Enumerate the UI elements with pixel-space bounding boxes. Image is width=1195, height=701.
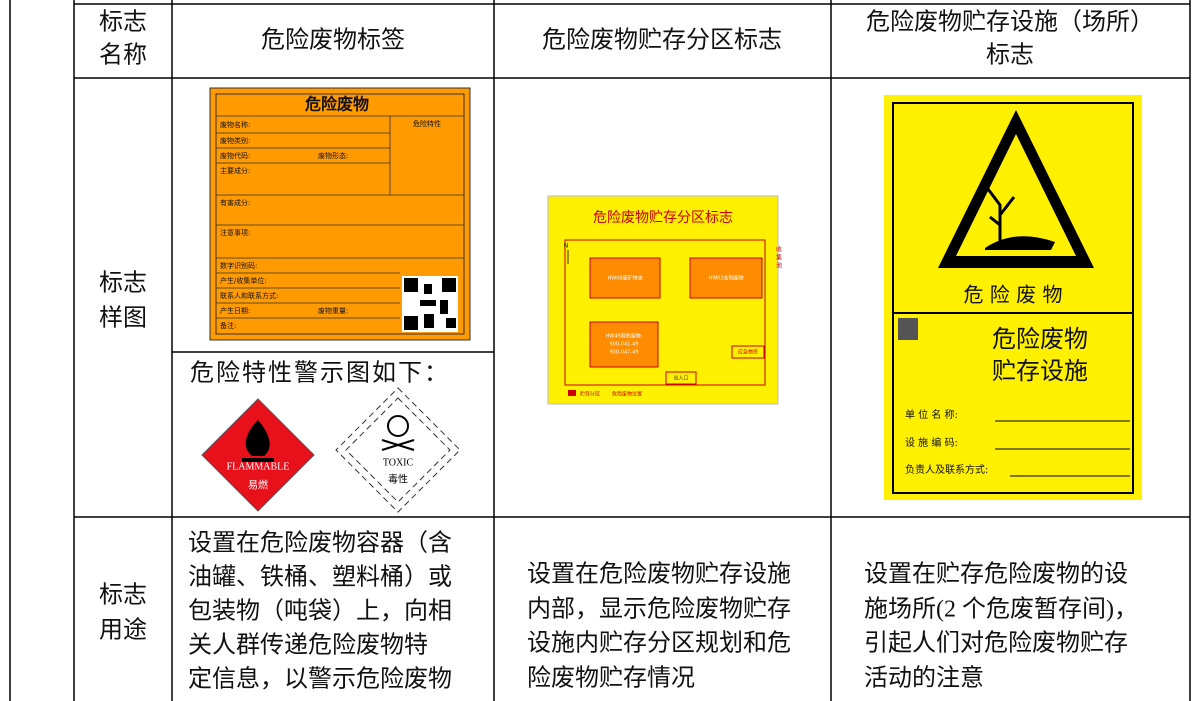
text: 危险废物位置 bbox=[612, 391, 642, 398]
hazard-label: 易燃 bbox=[248, 478, 268, 491]
field-label: 废物重量: bbox=[318, 306, 348, 315]
warning-caption: 危险特性警示图如下： bbox=[190, 360, 450, 387]
field-label: 产生/收集单位: bbox=[220, 276, 267, 285]
field-label: 联系人和联系方式: bbox=[220, 291, 278, 300]
usage-text: 设施内贮存分区规划和危 bbox=[527, 630, 791, 657]
text: 危 险 废 物 bbox=[963, 283, 1062, 307]
sign-title: 危险废物贮存分区标志 bbox=[593, 210, 733, 226]
usage-text: 包装物（吨袋）上，向相 bbox=[188, 598, 452, 625]
text: 出入口 bbox=[673, 375, 688, 382]
field-label: 注意事项: bbox=[220, 228, 250, 237]
sign-title: 危险废物 bbox=[305, 95, 369, 114]
table-grid bbox=[9, 0, 1191, 701]
row-label: 用途 bbox=[99, 617, 147, 644]
facility-sign bbox=[884, 95, 1142, 500]
text: 900-041-49 bbox=[609, 342, 638, 348]
sign-name: 贮存设施 bbox=[992, 357, 1088, 385]
header-cell: 标志 bbox=[986, 42, 1034, 69]
text: HW08废矿物油 bbox=[607, 275, 642, 282]
text: HW49其他废物: bbox=[606, 333, 643, 340]
usage-text: 油罐、铁桶、塑料桶）或 bbox=[188, 564, 452, 591]
field-label: 有害成分: bbox=[220, 198, 250, 207]
row-label: 样图 bbox=[99, 305, 147, 332]
text: 收 bbox=[776, 246, 782, 254]
usage-text: 设置在危险废物贮存设施 bbox=[527, 561, 791, 588]
field-label: 废物类别: bbox=[220, 136, 250, 145]
header-cell: 名称 bbox=[99, 42, 147, 69]
usage-text: 活动的注意 bbox=[864, 665, 984, 692]
usage-text: 内部，显示危险废物贮存 bbox=[527, 596, 791, 623]
zone-sign bbox=[547, 195, 779, 405]
row-label: 标志 bbox=[99, 270, 147, 297]
label-sign bbox=[201, 87, 471, 513]
text: N bbox=[564, 243, 569, 250]
field-label: 备注: bbox=[220, 321, 236, 330]
usage-text: 险废物贮存情况 bbox=[527, 665, 695, 692]
usage-text: 施场所(2 个危废暂存间)， bbox=[864, 596, 1138, 623]
hazard-label: FLAMMABLE bbox=[227, 461, 290, 472]
text: 贮存分区 bbox=[580, 391, 600, 398]
sign-name: 危险废物 bbox=[992, 325, 1088, 353]
header-cell: 标志 bbox=[99, 9, 147, 36]
field-label: 废物形态: bbox=[318, 151, 348, 160]
text: 900-047-49 bbox=[609, 350, 638, 356]
text: 应急物资 bbox=[738, 349, 758, 356]
field-label: 数字识别码: bbox=[220, 261, 257, 270]
hazard-label: 毒性 bbox=[388, 472, 408, 485]
text: 池 bbox=[776, 262, 782, 270]
field-label: 产生日期: bbox=[220, 306, 250, 315]
header-cell: 危险废物贮存分区标志 bbox=[542, 27, 782, 54]
row-label: 标志 bbox=[99, 582, 147, 609]
field-label: 主要成分: bbox=[220, 166, 250, 175]
usage-text: 设置在危险废物容器（含 bbox=[188, 530, 452, 557]
header-cell: 危险废物贮存设施（场所） bbox=[866, 9, 1154, 36]
usage-text: 设置在贮存危险废物的设 bbox=[864, 561, 1128, 588]
field-label: 单 位 名 称: bbox=[905, 408, 958, 421]
field-label: 废物代码: bbox=[220, 151, 250, 160]
text: 危险特性 bbox=[413, 119, 441, 128]
field-label: 设 施 编 码: bbox=[905, 436, 958, 449]
text: HW02含铜废物 bbox=[708, 275, 743, 282]
usage-text: 定信息，以警示危险废物 bbox=[188, 666, 452, 693]
hazard-label: TOXIC bbox=[383, 457, 414, 468]
header-cell: 危险废物标签 bbox=[261, 27, 405, 54]
usage-text: 关人群传递危险废物特 bbox=[188, 632, 428, 659]
text: 集 bbox=[776, 254, 782, 262]
field-label: 负责人及联系方式: bbox=[905, 463, 988, 476]
usage-text: 引起人们对危险废物贮存 bbox=[864, 630, 1128, 657]
field-label: 废物名称: bbox=[220, 120, 250, 129]
